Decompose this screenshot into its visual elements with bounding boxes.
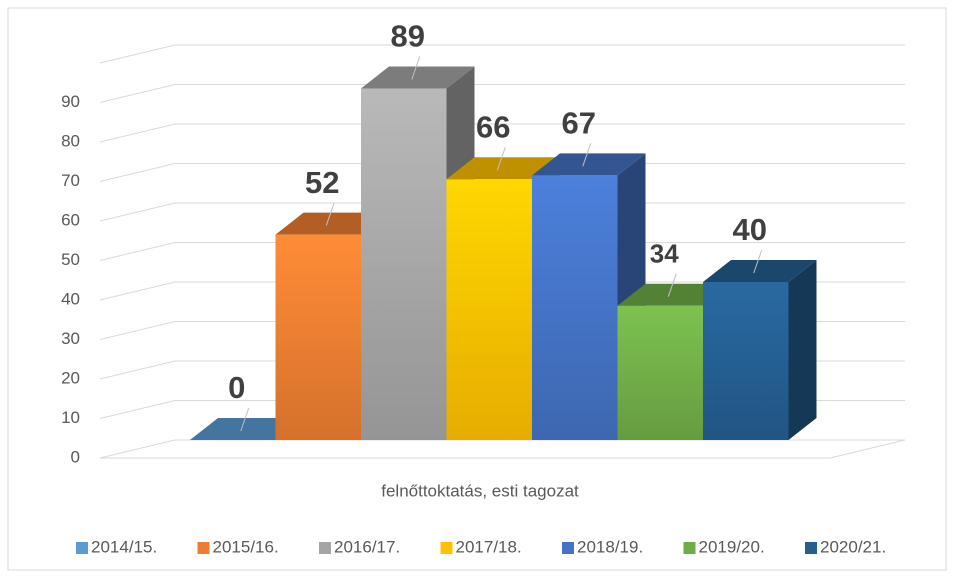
bar-front (617, 305, 703, 440)
data-label: 40 (733, 212, 767, 247)
y-tick-label: 80 (61, 131, 80, 150)
bar-top (275, 212, 389, 235)
grid-line (99, 84, 905, 103)
data-label: 67 (562, 106, 596, 141)
legend-swatch (805, 542, 817, 554)
legend-swatch (683, 542, 696, 554)
grid-line (99, 44, 905, 64)
y-tick-label: 90 (61, 92, 80, 111)
bar-top (617, 283, 731, 306)
y-tick-label: 60 (61, 210, 80, 229)
legend-swatch (440, 542, 453, 554)
legend-label: 2014/15. (91, 537, 157, 556)
bar-top (532, 153, 646, 176)
data-label: 52 (305, 165, 339, 200)
legend-swatch (562, 542, 574, 554)
data-label: 89 (391, 19, 425, 54)
bar-front (361, 88, 447, 440)
legend-label: 2019/20. (699, 537, 765, 556)
leader-line (753, 249, 763, 274)
legend-label: 2020/21. (820, 537, 886, 556)
bar-front (532, 175, 618, 440)
data-label: 0 (228, 370, 245, 405)
legend-label: 2015/16. (213, 537, 279, 556)
legend-swatch (197, 542, 210, 554)
bar-top (361, 66, 475, 89)
y-tick-label: 0 (71, 447, 80, 466)
grid-line (99, 202, 905, 222)
legend-label: 2016/17. (334, 537, 400, 556)
legend-swatch (76, 542, 88, 554)
grid-line (99, 242, 905, 261)
y-tick-label: 50 (61, 250, 80, 269)
bar-front (703, 282, 789, 440)
bar-side (788, 260, 817, 440)
bar-top (446, 157, 560, 180)
legend-label: 2017/18. (456, 537, 522, 556)
y-tick-label: 30 (61, 329, 80, 348)
bar-front (446, 179, 532, 441)
data-label: 66 (476, 109, 510, 144)
bar (703, 260, 817, 440)
x-axis-label: felnőttoktatás, esti tagozat (381, 481, 579, 500)
y-tick-label: 40 (61, 289, 80, 308)
bar-top (703, 260, 817, 282)
y-tick-label: 10 (61, 408, 80, 427)
y-tick-label: 70 (61, 171, 80, 190)
leader-line (582, 143, 592, 167)
bar-top (190, 418, 304, 440)
leader-line (240, 407, 250, 432)
leader-line (325, 202, 335, 226)
grid-line (99, 163, 905, 182)
bar-front (275, 234, 361, 440)
bar (190, 418, 304, 440)
grid-line (99, 281, 905, 301)
floor-side (829, 439, 906, 459)
data-label: 34 (650, 239, 679, 269)
leader-line (667, 273, 677, 297)
leader-line (496, 147, 506, 171)
grid-line (99, 123, 905, 143)
leader-line (411, 56, 421, 80)
y-tick-label: 20 (61, 368, 80, 387)
legend-swatch (319, 542, 331, 554)
legend-label: 2018/19. (577, 537, 643, 556)
